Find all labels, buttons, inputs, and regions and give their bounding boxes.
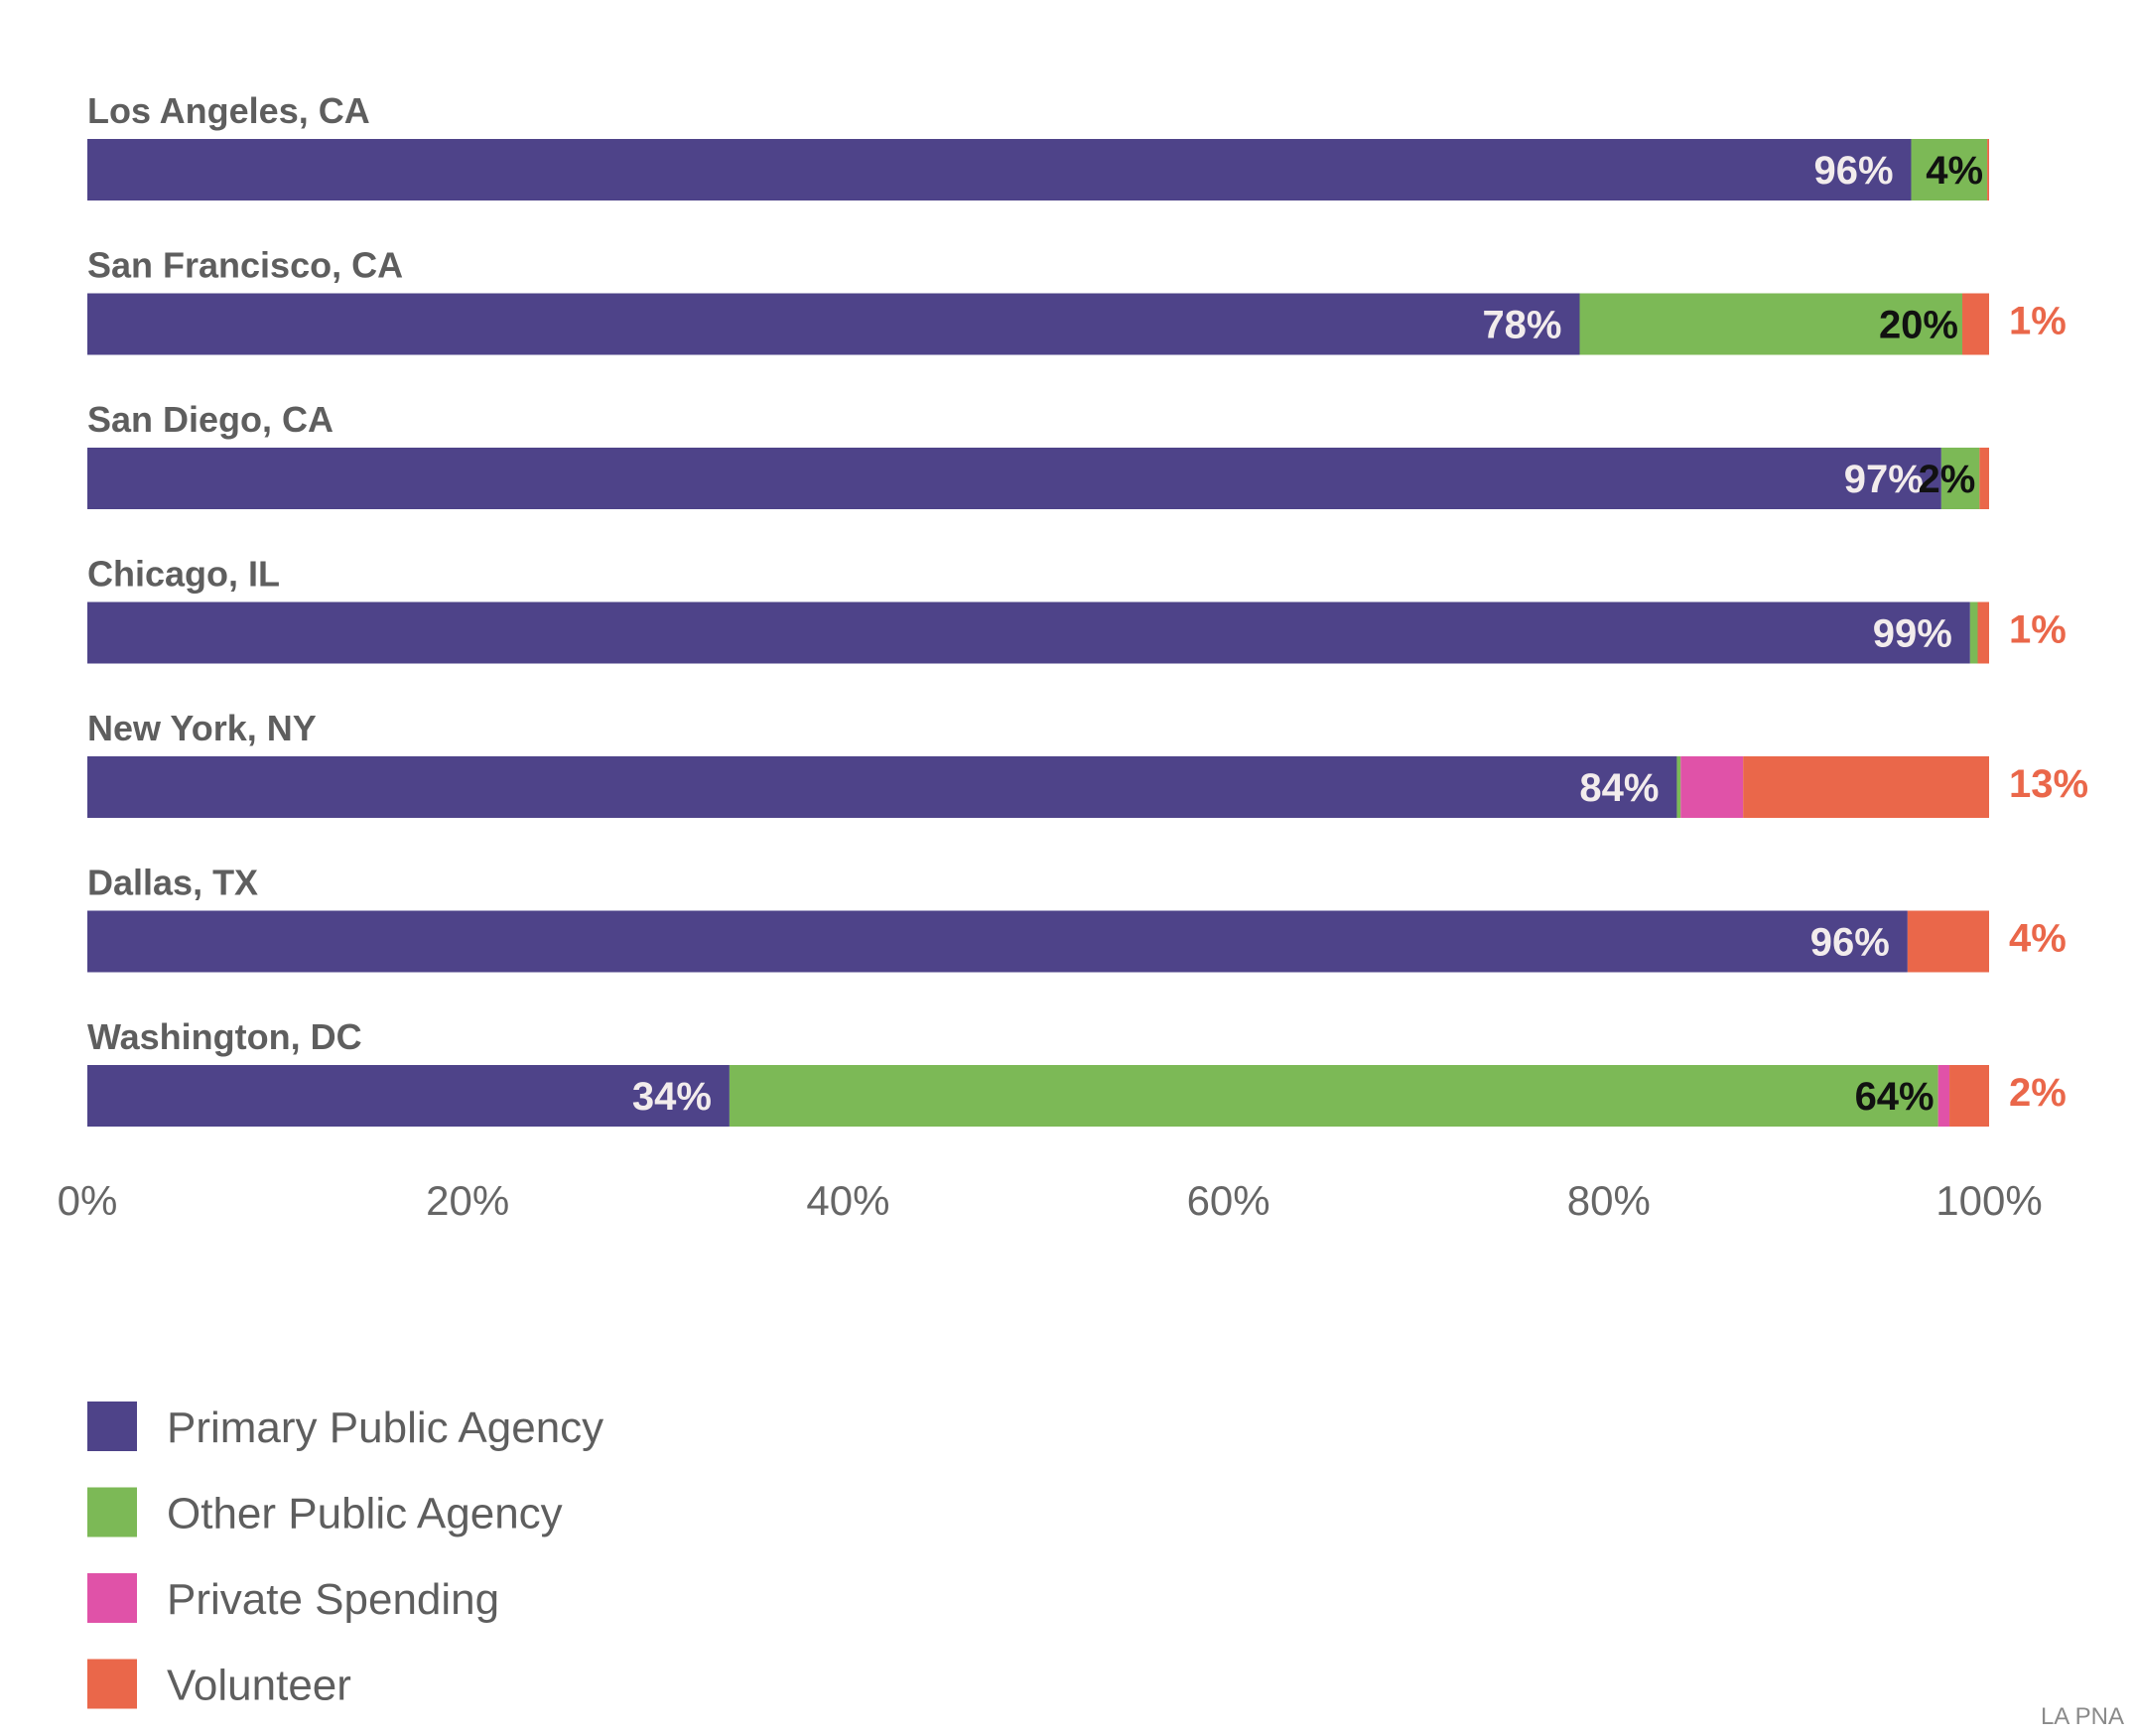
source-credit: LA PNA	[2041, 1703, 2124, 1730]
bar-segment-primary-public-agency	[87, 448, 1941, 509]
legend-swatch	[87, 1659, 137, 1709]
legend-label: Volunteer	[167, 1662, 351, 1710]
bar-row-dallas-tx: Dallas, TX 96% 4%	[87, 863, 2067, 973]
legend-item-volunteer: Volunteer	[87, 1659, 351, 1710]
category-label: Washington, DC	[87, 1016, 362, 1057]
x-tick-label: 20%	[426, 1177, 509, 1224]
legend-swatch	[87, 1402, 137, 1451]
bar-segment-other-public-agency	[1940, 448, 1980, 509]
data-label-volunteer: 2%	[2009, 1071, 2067, 1115]
bar-row-washington-dc: Washington, DC 34% 64% 2%	[87, 1016, 2067, 1127]
bar-segment-volunteer	[1987, 139, 1989, 200]
data-label-other-public-agency: 2%	[1919, 458, 1976, 501]
x-tick-label: 60%	[1187, 1177, 1270, 1224]
legend-label: Other Public Agency	[167, 1490, 563, 1538]
bar-row-los-angeles-ca: Los Angeles, CA 96% 4%	[87, 90, 1989, 200]
bar-row-san-diego-ca: San Diego, CA 97%2%	[87, 399, 1989, 509]
data-label-primary-public-agency: 84%	[1579, 766, 1659, 810]
bar-segment-other-public-agency	[1911, 139, 1988, 200]
bar-segment-primary-public-agency	[87, 293, 1580, 355]
legend-item-private-spending: Private Spending	[87, 1573, 499, 1624]
category-label: San Diego, CA	[87, 399, 334, 440]
bar-row-chicago-il: Chicago, IL 99% 1%	[87, 554, 2067, 664]
x-axis: 0% 20% 40% 60% 80% 100%	[58, 1177, 2043, 1224]
bar-segment-primary-public-agency	[87, 1065, 730, 1127]
bar-segment-volunteer	[1743, 756, 1989, 818]
bar-segment-volunteer	[1977, 601, 1989, 664]
bar-segment-volunteer	[1962, 293, 1989, 355]
data-label-primary-public-agency: 34%	[632, 1075, 712, 1119]
bar-segment-other-public-agency	[1579, 293, 1963, 355]
category-label: Dallas, TX	[87, 863, 258, 903]
bars-layer: Los Angeles, CA 96% 4% San Francisco, CA 78%…	[87, 90, 2088, 1127]
legend-swatch	[87, 1573, 137, 1623]
data-label-other-public-agency: 64%	[1855, 1075, 1935, 1119]
data-label-primary-public-agency: 78%	[1482, 304, 1561, 347]
x-tick-label: 0%	[58, 1177, 118, 1224]
legend-label: Primary Public Agency	[167, 1403, 603, 1452]
bar-segment-private-spending	[1937, 1065, 1950, 1127]
legend-item-other-public-agency: Other Public Agency	[87, 1487, 563, 1538]
data-label-other-public-agency: 4%	[1926, 149, 1983, 193]
category-label: New York, NY	[87, 708, 317, 748]
data-label-volunteer: 4%	[2009, 917, 2067, 961]
data-label-volunteer: 13%	[2009, 762, 2088, 806]
legend: Primary Public Agency Other Public Agency…	[87, 1402, 603, 1710]
x-tick-label: 40%	[806, 1177, 889, 1224]
x-tick-label: 80%	[1567, 1177, 1651, 1224]
bar-segment-other-public-agency	[1676, 756, 1681, 818]
bar-segment-private-spending	[1680, 756, 1744, 818]
bar-segment-primary-public-agency	[87, 601, 1970, 664]
legend-label: Private Spending	[167, 1575, 499, 1624]
bar-segment-primary-public-agency	[87, 139, 1912, 200]
category-label: Los Angeles, CA	[87, 90, 370, 131]
category-label: Chicago, IL	[87, 554, 280, 595]
bar-segment-other-public-agency	[1969, 601, 1978, 664]
data-label-primary-public-agency: 96%	[1810, 921, 1890, 965]
bar-segment-volunteer	[1907, 910, 1989, 973]
legend-item-primary-public-agency: Primary Public Agency	[87, 1402, 603, 1452]
bar-segment-other-public-agency	[729, 1065, 1938, 1127]
bar-segment-volunteer	[1979, 448, 1989, 509]
x-tick-label: 100%	[1936, 1177, 2042, 1224]
bar-segment-volunteer	[1949, 1065, 1989, 1127]
data-label-volunteer: 1%	[2009, 300, 2067, 343]
data-label-primary-public-agency: 96%	[1813, 149, 1893, 193]
bar-segment-primary-public-agency	[87, 910, 1908, 973]
bar-row-new-york-ny: New York, NY 84% 13%	[87, 708, 2088, 818]
bar-row-san-francisco-ca: San Francisco, CA 78% 20% 1%	[87, 245, 2067, 355]
legend-swatch	[87, 1487, 137, 1537]
bar-segment-primary-public-agency	[87, 756, 1677, 818]
data-label-primary-public-agency: 99%	[1873, 612, 1952, 656]
category-label: San Francisco, CA	[87, 245, 403, 286]
data-label-volunteer: 1%	[2009, 608, 2067, 652]
data-label-primary-public-agency: 97%	[1844, 458, 1924, 501]
data-label-other-public-agency: 20%	[1879, 304, 1958, 347]
